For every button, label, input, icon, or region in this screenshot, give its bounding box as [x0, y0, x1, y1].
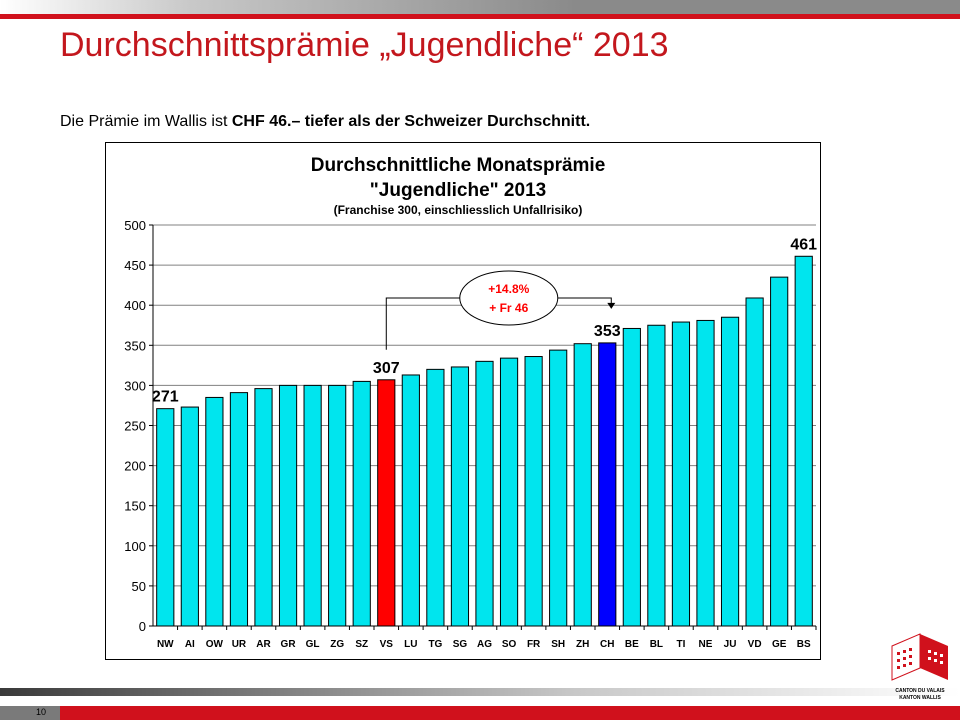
logo-line-1: CANTON DU VALAIS [895, 688, 945, 694]
bar-ag [475, 360, 494, 627]
bar-sh [549, 349, 568, 627]
x-tick-label: VS [380, 639, 394, 650]
x-tick-label: TG [428, 639, 442, 650]
x-tick-label: ZH [576, 639, 589, 650]
bar-tg [426, 368, 445, 627]
bar-bs [794, 255, 813, 627]
data-label-nw: 271 [152, 389, 179, 406]
x-tick-label: NE [699, 639, 713, 650]
bar-ne [696, 319, 715, 627]
bar-fr [524, 356, 543, 627]
bar-zh [573, 343, 592, 627]
footer-grey-bar [0, 688, 960, 696]
logo-line-2: KANTON WALLIS [899, 695, 941, 701]
footer-dark-block [0, 706, 60, 720]
subtitle-bold-text: CHF 46.– tiefer als der Schweizer Durchs… [231, 113, 591, 130]
data-label-vs: 307 [373, 360, 400, 377]
bar-sg [450, 366, 470, 627]
y-tick-label: 300 [124, 378, 146, 393]
bar-chart: 0 50 100 150 200 250 300 350 400 450 500 NW AI OW UR AR… [124, 155, 817, 650]
x-tick-label: TI [676, 639, 685, 650]
x-tick-label: FR [527, 639, 541, 650]
bar-ju [720, 316, 740, 627]
annotation-ellipse [459, 270, 559, 326]
y-tick-label: 500 [124, 218, 146, 233]
y-tick-label: 450 [124, 258, 146, 273]
data-label-ch: 353 [594, 323, 621, 340]
y-tick-label: 250 [124, 419, 146, 434]
bar-ti [671, 321, 691, 627]
bar-ar [254, 388, 273, 627]
x-tick-label: CH [600, 639, 614, 650]
chart-title-line1: Durchschnittliche Monatsprämie [311, 155, 606, 176]
x-tick-label: GE [772, 639, 787, 650]
bar-so [499, 357, 519, 627]
y-tick-label: 100 [124, 539, 146, 554]
bar-ch [598, 342, 617, 627]
bar-lu [401, 374, 420, 627]
x-tick-label: SG [453, 639, 468, 650]
x-tick-label: BE [625, 639, 639, 650]
x-tick-label: UR [232, 639, 247, 650]
x-tick-label: BS [797, 639, 811, 650]
x-tick-label: VD [748, 639, 762, 650]
x-tick-label: OW [206, 639, 224, 650]
bar-nw [156, 408, 175, 627]
slide-subtitle: Die Prämie im Wallis ist CHF 46.– tiefer… [60, 113, 590, 131]
x-tick-label: AI [185, 639, 195, 650]
y-tick-label: 150 [124, 499, 146, 514]
bar-gl [303, 384, 322, 627]
x-tick-label: SZ [355, 639, 368, 650]
x-tick-label: BL [650, 639, 663, 650]
x-tick-label: NW [157, 639, 174, 650]
annotation-arrowhead [607, 302, 616, 309]
y-tick-label: 200 [124, 459, 146, 474]
top-red-bar [0, 14, 960, 19]
bar-bl [647, 324, 666, 627]
subtitle-text: Die Prämie im Wallis ist [60, 113, 232, 130]
chart-title-line3: (Franchise 300, einschliesslich Unfallri… [334, 203, 583, 217]
annotation-percent: +14.8% [488, 282, 529, 296]
x-tick-label: SH [551, 639, 565, 650]
page-number: 10 [36, 707, 47, 717]
x-tick-label: AG [477, 639, 492, 650]
x-tick-label: GL [306, 639, 320, 650]
canton-logo-icon [891, 633, 948, 681]
annotation-amount: + Fr 46 [489, 301, 528, 315]
x-tick-label: GR [281, 639, 297, 650]
top-grey-bar [0, 0, 960, 14]
chart-title-line2: "Jugendliche" 2013 [370, 180, 546, 201]
bar-sz [352, 380, 371, 627]
bar-vs [377, 379, 396, 627]
y-tick-label: 400 [124, 298, 146, 313]
bar-zg [328, 384, 347, 627]
footer-red-bar [60, 706, 960, 720]
bar-be [622, 327, 641, 627]
bar-ai [180, 406, 199, 627]
y-tick-label: 50 [132, 579, 146, 594]
bar-vd [745, 297, 764, 627]
x-tick-label: ZG [330, 639, 344, 650]
bar-ur [229, 392, 249, 627]
bar-ow [205, 396, 224, 627]
logo-caption: CANTON DU VALAIS KANTON WALLIS [880, 688, 960, 702]
x-tick-label: JU [724, 639, 737, 650]
bar-ge [770, 276, 789, 627]
bar-gr [278, 384, 298, 627]
x-tick-label: AR [256, 639, 271, 650]
data-label-bs: 461 [790, 236, 817, 253]
chart-container: 0 50 100 150 200 250 300 350 400 450 500 NW AI OW UR AR… [105, 142, 821, 660]
slide-title: Durchschnittsprämie „Jugendliche“ 2013 [60, 26, 669, 64]
y-tick-label: 350 [124, 338, 146, 353]
y-tick-label: 0 [139, 619, 146, 634]
x-tick-label: LU [404, 639, 417, 650]
x-tick-label: SO [502, 639, 517, 650]
